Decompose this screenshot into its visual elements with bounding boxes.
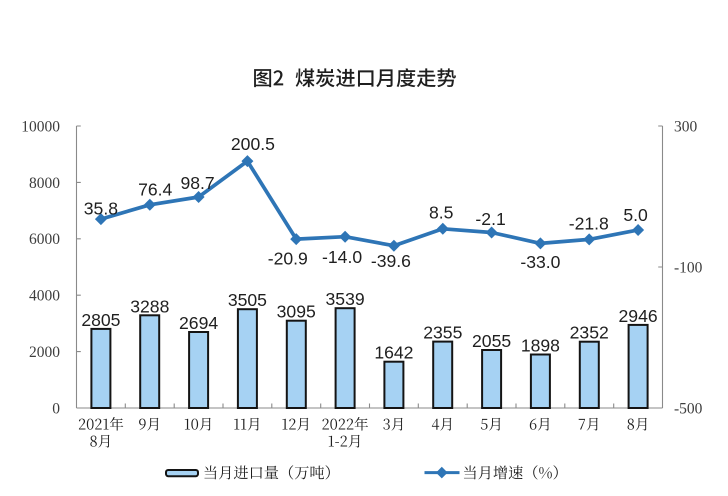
svg-text:2694: 2694 — [179, 313, 218, 333]
svg-text:-39.6: -39.6 — [371, 251, 411, 271]
svg-text:5.0: 5.0 — [623, 205, 648, 225]
svg-text:4000: 4000 — [29, 288, 60, 305]
svg-text:2355: 2355 — [423, 323, 462, 343]
svg-text:-500: -500 — [674, 400, 703, 417]
svg-text:-21.8: -21.8 — [569, 213, 609, 233]
svg-text:2805: 2805 — [81, 310, 120, 330]
svg-text:35.8: 35.8 — [84, 199, 118, 219]
svg-text:-20.9: -20.9 — [268, 248, 308, 268]
svg-text:8000: 8000 — [29, 175, 60, 192]
svg-text:3505: 3505 — [228, 290, 267, 310]
svg-text:98.7: 98.7 — [180, 173, 214, 193]
svg-text:-14.0: -14.0 — [322, 247, 362, 267]
svg-text:0: 0 — [52, 400, 60, 417]
svg-text:8.5: 8.5 — [429, 202, 454, 222]
svg-text:-100: -100 — [674, 259, 703, 276]
svg-text:6000: 6000 — [29, 231, 60, 248]
svg-text:1642: 1642 — [374, 343, 413, 363]
svg-text:2055: 2055 — [472, 331, 511, 351]
svg-text:2000: 2000 — [29, 344, 60, 361]
svg-text:200.5: 200.5 — [231, 134, 275, 154]
svg-text:1898: 1898 — [521, 336, 560, 356]
svg-text:-2.1: -2.1 — [475, 209, 505, 229]
svg-text:2352: 2352 — [570, 323, 609, 343]
svg-text:2946: 2946 — [619, 306, 658, 326]
svg-text:3539: 3539 — [326, 289, 365, 309]
svg-text:3288: 3288 — [130, 296, 169, 316]
svg-text:3095: 3095 — [277, 302, 316, 322]
svg-text:300: 300 — [674, 118, 698, 135]
svg-text:10000: 10000 — [21, 118, 60, 135]
svg-text:76.4: 76.4 — [138, 179, 172, 199]
svg-text:-33.0: -33.0 — [520, 252, 560, 272]
